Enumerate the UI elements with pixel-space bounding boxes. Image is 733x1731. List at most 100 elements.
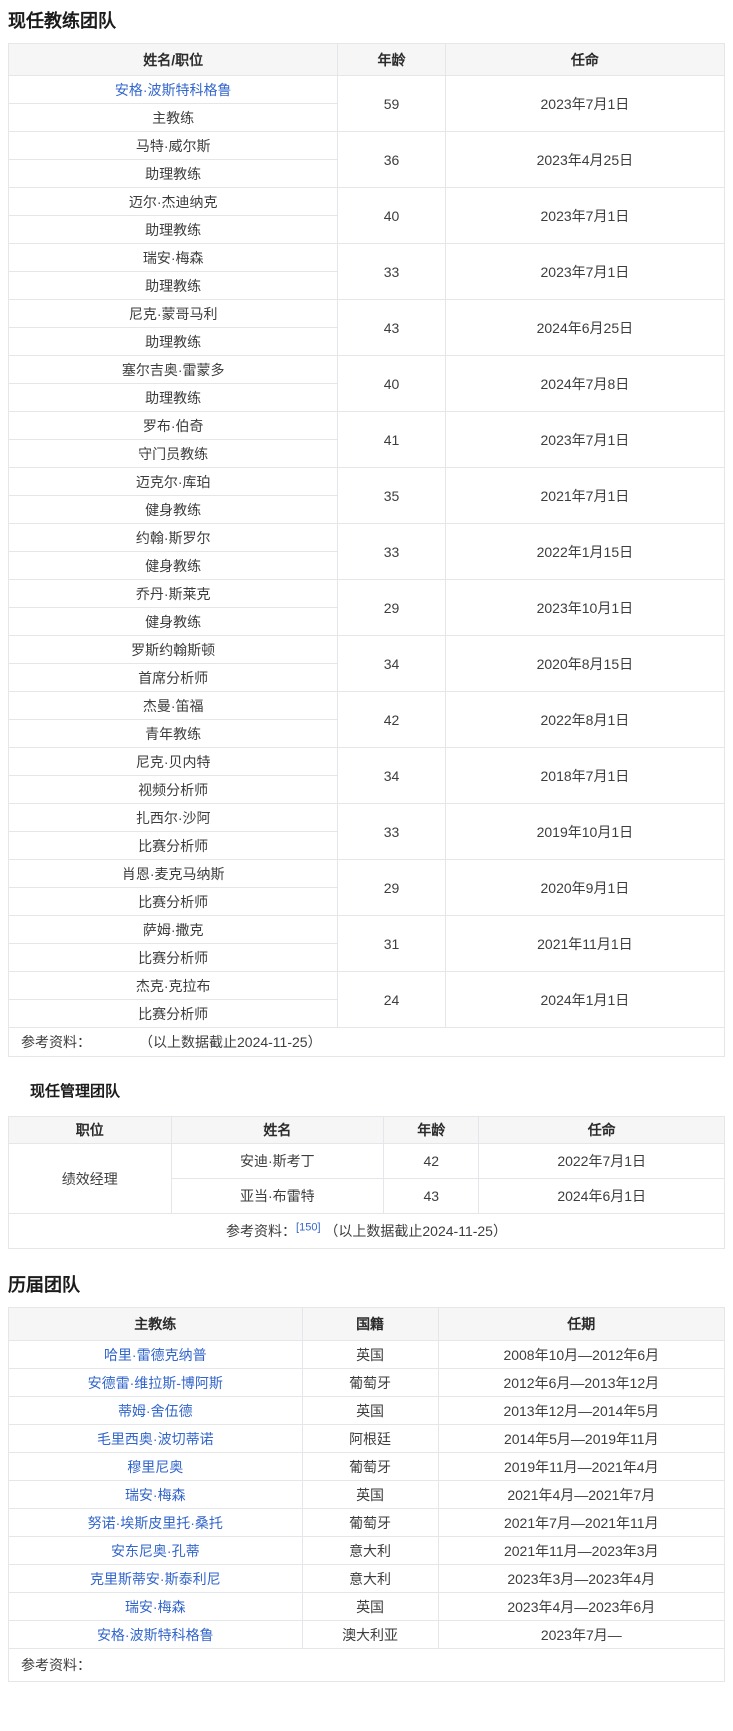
coach-appointed-date: 2024年1月1日: [444, 971, 726, 1028]
table-row: 扎西尔·沙阿 33 2019年10月1日: [7, 803, 726, 860]
table-row: 安格·波斯特科格鲁 澳大利亚 2023年7月—: [8, 1620, 726, 1649]
head-coach-link[interactable]: 毛里西奥·波切蒂诺: [96, 1430, 214, 1447]
coach-position: 助理教练: [7, 159, 339, 188]
head-coach-link[interactable]: 穆里尼奥: [127, 1458, 184, 1475]
table-row: 瑞安·梅森 英国 2023年4月—2023年6月: [8, 1592, 726, 1621]
coach-age: 40: [337, 187, 446, 244]
current-coaching-team-table: 姓名/职位 年龄 任命 安格·波斯特科格鲁 59 2023年7月1日 主教练 马…: [7, 43, 726, 1057]
coach-name: 尼克·蒙哥马利: [7, 299, 339, 328]
coach-age: 34: [337, 747, 446, 804]
section-title-current-coaching-team: 现任教练团队: [8, 11, 116, 31]
coach-name-link[interactable]: 安格·波斯特科格鲁: [114, 81, 232, 98]
table-row: 毛里西奥·波切蒂诺 阿根廷 2014年5月—2019年11月: [8, 1424, 726, 1453]
coach-appointed-date: 2024年6月25日: [444, 299, 726, 356]
head-coach-link[interactable]: 哈里·雷德克纳普: [103, 1346, 207, 1363]
coach-tenure: 2008年10月—2012年6月: [437, 1340, 726, 1369]
coach-tenure: 2012年6月—2013年12月: [437, 1368, 726, 1397]
table-row: 迈克尔·库珀 35 2021年7月1日: [7, 467, 726, 524]
table-row: 马特·威尔斯 36 2023年4月25日: [7, 131, 726, 188]
table-row: 安德雷·维拉斯-博阿斯 葡萄牙 2012年6月—2013年12月: [8, 1368, 726, 1397]
column-header-position: 职位: [8, 1116, 172, 1144]
table-row: 杰克·克拉布 24 2024年1月1日: [7, 971, 726, 1028]
table-row: 约翰·斯罗尔 33 2022年1月15日: [7, 523, 726, 580]
coach-nationality: 阿根廷: [301, 1424, 439, 1453]
table-row: 蒂姆·舍伍德 英国 2013年12月—2014年5月: [8, 1396, 726, 1425]
coach-nationality: 葡萄牙: [301, 1452, 439, 1481]
coach-name: 杰曼·笛福: [7, 691, 339, 720]
coach-name: 塞尔吉奥·雷蒙多: [7, 355, 339, 384]
manager-position-group: 绩效经理: [8, 1143, 172, 1214]
coach-name: 罗布·伯奇: [7, 411, 339, 440]
table-header-row: 职位 姓名 年龄 任命: [8, 1116, 725, 1144]
coach-appointed-date: 2021年11月1日: [444, 915, 726, 972]
coach-name: 扎西尔·沙阿: [7, 803, 339, 832]
head-coach-link[interactable]: 瑞安·梅森: [124, 1486, 186, 1503]
coach-tenure: 2023年7月—: [437, 1620, 726, 1649]
head-coach-link[interactable]: 安德雷·维拉斯-博阿斯: [87, 1374, 223, 1391]
data-cutoff-note: （以上数据截止2024-11-25）: [324, 1223, 507, 1239]
column-header-age: 年龄: [337, 43, 446, 76]
coach-name: 萨姆·撒克: [7, 915, 339, 944]
coach-nationality: 英国: [301, 1340, 439, 1369]
coach-appointed-date: 2022年8月1日: [444, 691, 726, 748]
coach-nationality: 葡萄牙: [301, 1368, 439, 1397]
coach-age: 33: [337, 803, 446, 860]
table-row: 健身教练: [7, 495, 725, 524]
coach-age: 40: [337, 355, 446, 412]
coach-nationality: 葡萄牙: [301, 1508, 439, 1537]
table-row: 比赛分析师: [7, 831, 725, 860]
table-row: 安格·波斯特科格鲁 59 2023年7月1日: [7, 75, 726, 132]
coach-appointed-date: 2022年1月15日: [444, 523, 726, 580]
table-row: 助理教练: [7, 383, 725, 412]
coach-age: 29: [337, 859, 446, 916]
coach-appointed-date: 2023年4月25日: [444, 131, 726, 188]
table-row: 尼克·蒙哥马利 43 2024年6月25日: [7, 299, 726, 356]
manager-age: 43: [383, 1178, 480, 1214]
table-footer-row: 参考资料： （以上数据截止2024-11-25）: [8, 1027, 725, 1057]
table-row: 迈尔·杰迪纳克 40 2023年7月1日: [7, 187, 726, 244]
coach-age: 29: [337, 579, 446, 636]
coach-appointed-date: 2023年7月1日: [444, 187, 726, 244]
coach-name: 瑞安·梅森: [7, 243, 339, 272]
references-label: 参考资料：: [226, 1223, 297, 1239]
head-coach-link[interactable]: 蒂姆·舍伍德: [117, 1402, 193, 1419]
table-row: 瑞安·梅森 33 2023年7月1日: [7, 243, 726, 300]
head-coach-link[interactable]: 克里斯蒂安·斯泰利尼: [89, 1570, 221, 1587]
coach-tenure: 2014年5月—2019年11月: [437, 1424, 726, 1453]
table-row: 乔丹·斯莱克 29 2023年10月1日: [7, 579, 726, 636]
head-coach-link[interactable]: 安格·波斯特科格鲁: [96, 1626, 214, 1643]
data-cutoff-note: （以上数据截止2024-11-25）: [139, 1034, 322, 1050]
coach-nationality: 英国: [301, 1480, 439, 1509]
table-row: 主教练: [7, 103, 725, 132]
head-coach-link[interactable]: 瑞安·梅森: [124, 1598, 186, 1615]
references-label: 参考资料：: [21, 1657, 91, 1673]
coach-tenure: 2021年4月—2021年7月: [437, 1480, 726, 1509]
references-label: 参考资料：: [21, 1034, 91, 1050]
coach-tenure: 2023年4月—2023年6月: [437, 1592, 726, 1621]
current-management-team-table: 职位 姓名 年龄 任命 绩效经理 安迪·斯考丁 42 2022年7月1日 亚当·…: [8, 1116, 725, 1249]
table-row: 罗斯约翰斯顿 34 2020年8月15日: [7, 635, 726, 692]
coach-age: 31: [337, 915, 446, 972]
table-row: 健身教练: [7, 607, 725, 636]
table-row: 首席分析师: [7, 663, 725, 692]
head-coach-link[interactable]: 安东尼奥·孔蒂: [110, 1542, 200, 1559]
table-row: 肖恩·麦克马纳斯 29 2020年9月1日: [7, 859, 726, 916]
coach-appointed-date: 2023年7月1日: [444, 243, 726, 300]
head-coach-link[interactable]: 努诺·埃斯皮里托·桑托: [87, 1514, 223, 1531]
table-row: 克里斯蒂安·斯泰利尼 意大利 2023年3月—2023年4月: [8, 1564, 726, 1593]
column-header-appointed: 任命: [478, 1116, 725, 1144]
coach-position: 助理教练: [7, 327, 339, 356]
coach-nationality: 意大利: [301, 1536, 439, 1565]
table-row: 安东尼奥·孔蒂 意大利 2021年11月—2023年3月: [8, 1536, 726, 1565]
table-row: 穆里尼奥 葡萄牙 2019年11月—2021年4月: [8, 1452, 726, 1481]
coach-appointed-date: 2020年8月15日: [444, 635, 726, 692]
table-row: 健身教练: [7, 551, 725, 580]
coach-name: 肖恩·麦克马纳斯: [7, 859, 339, 888]
column-header-appointed: 任命: [444, 43, 726, 76]
coach-name: 罗斯约翰斯顿: [7, 635, 339, 664]
coach-appointed-date: 2023年7月1日: [444, 75, 726, 132]
manager-age: 42: [383, 1143, 480, 1179]
coach-position: 助理教练: [7, 271, 339, 300]
citation-link-150[interactable]: [150]: [296, 1221, 321, 1234]
coach-name: 尼克·贝内特: [7, 747, 339, 776]
